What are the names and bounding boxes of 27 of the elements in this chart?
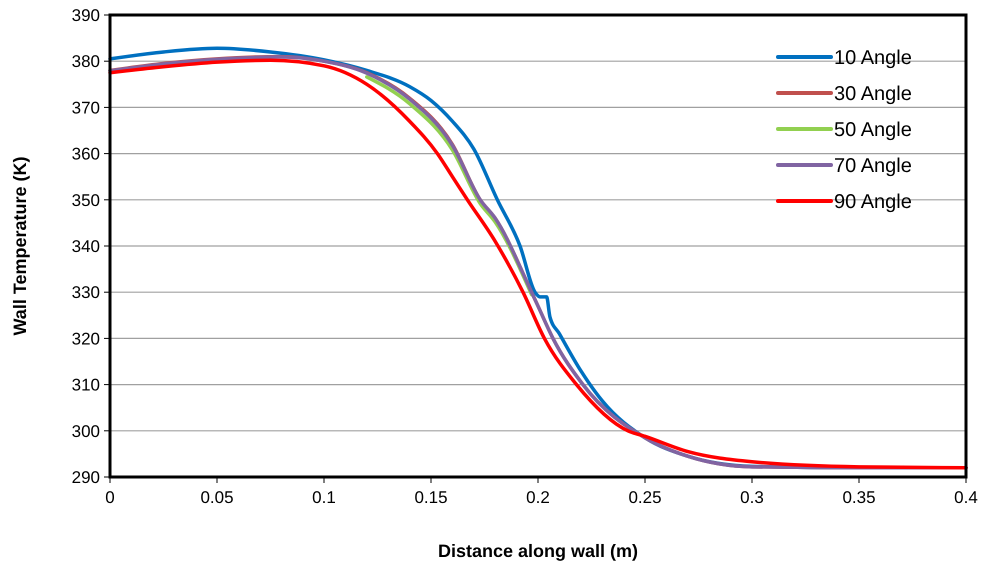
x-tick-label: 0.1 <box>312 488 336 507</box>
x-tick-label: 0.3 <box>740 488 764 507</box>
y-tick-label: 330 <box>72 283 100 302</box>
y-tick-label: 360 <box>72 144 100 164</box>
y-tick-label: 290 <box>72 468 100 487</box>
y-tick-label: 340 <box>72 236 100 256</box>
y-tick-label: 320 <box>72 329 100 348</box>
y-tick-label: 350 <box>72 190 100 210</box>
y-tick-label: 390 <box>72 6 100 25</box>
legend-label: 70 Angle <box>834 155 912 177</box>
x-tick-label: 0.35 <box>842 488 876 507</box>
x-tick-label: 0.2 <box>526 488 550 507</box>
x-axis-title: Distance along wall (m) <box>438 541 638 561</box>
y-tick-label: 380 <box>72 52 100 72</box>
legend-label: 90 Angle <box>834 191 912 213</box>
x-tick-label: 0.15 <box>414 488 448 507</box>
y-tick-label: 310 <box>72 376 100 395</box>
y-tick-label: 370 <box>72 98 100 118</box>
x-tick-label: 0.05 <box>200 488 234 507</box>
legend-label: 50 Angle <box>834 119 912 141</box>
y-axis-title: Wall Temperature (K) <box>10 156 30 336</box>
x-tick-label: 0.25 <box>628 488 662 507</box>
legend-label: 10 Angle <box>834 47 912 69</box>
x-tick-label: 0 <box>105 488 115 507</box>
legend-label: 30 Angle <box>834 83 912 105</box>
x-tick-label: 0.4 <box>954 488 978 507</box>
y-tick-label: 300 <box>72 422 100 441</box>
